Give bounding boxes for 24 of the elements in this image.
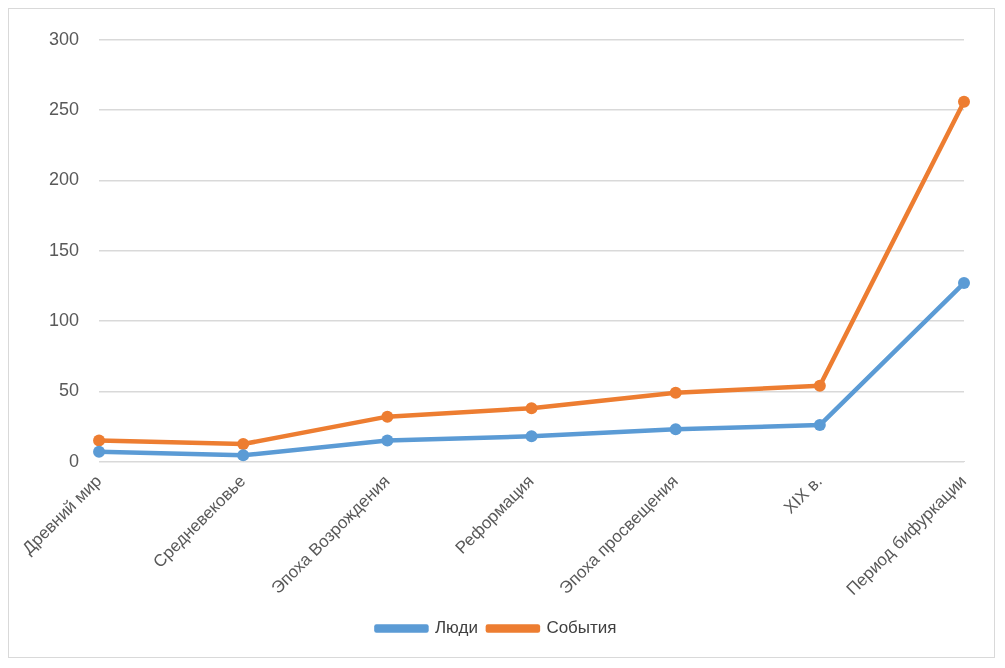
point — [381, 410, 394, 423]
point — [958, 95, 970, 108]
point — [525, 402, 538, 415]
point — [813, 419, 826, 432]
legend-label: Люди — [434, 618, 478, 638]
y-tick-label: 200 — [48, 169, 80, 190]
point — [669, 423, 682, 436]
y-tick-label: 300 — [48, 28, 80, 49]
y-tick-label: 50 — [59, 380, 80, 401]
point — [669, 386, 682, 399]
x-tick-label: XIX в. — [780, 471, 826, 518]
point — [93, 434, 106, 447]
legend-label: События — [546, 618, 617, 638]
point — [381, 434, 394, 447]
y-tick-label: 100 — [48, 309, 80, 330]
point — [237, 438, 250, 451]
y-tick-label: 0 — [69, 450, 80, 471]
point — [237, 449, 250, 462]
point — [525, 430, 538, 443]
point — [93, 445, 106, 458]
y-tick-label: 250 — [48, 99, 80, 120]
y-tick-label: 150 — [48, 239, 80, 260]
point — [958, 277, 970, 290]
point — [813, 379, 826, 392]
